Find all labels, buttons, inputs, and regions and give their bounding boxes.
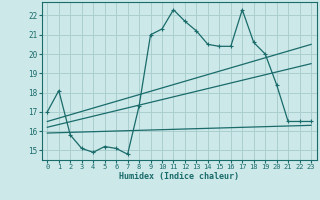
X-axis label: Humidex (Indice chaleur): Humidex (Indice chaleur) [119,172,239,181]
